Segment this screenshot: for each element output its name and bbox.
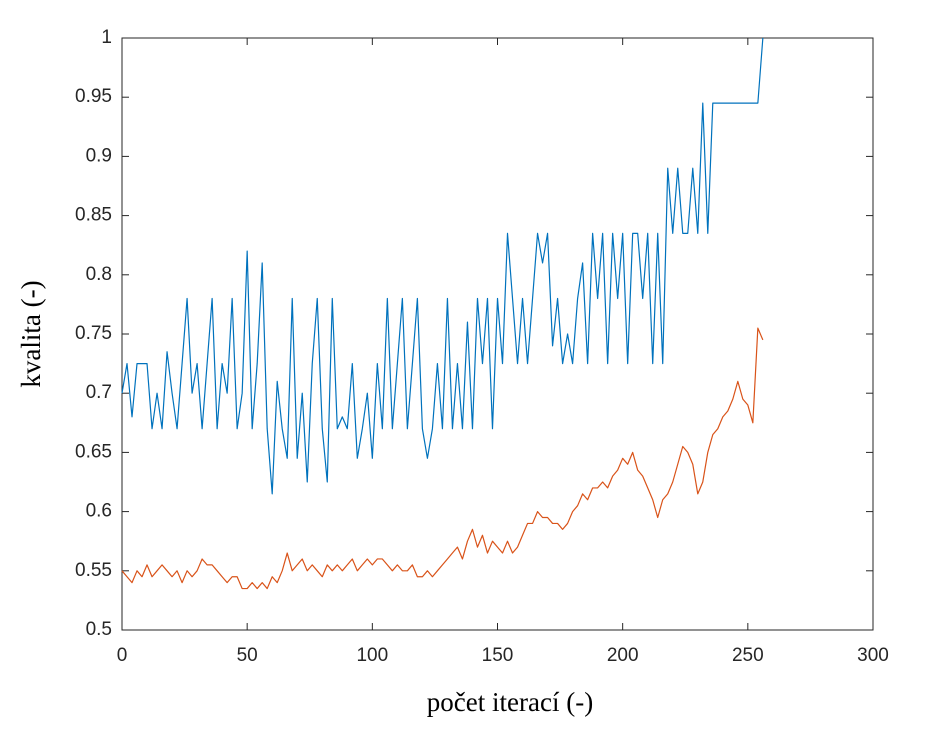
y-axis-title: kvalita (-) [16,280,46,387]
y-tick-label: 0.8 [86,264,112,285]
y-tick-label: 0.65 [75,441,112,462]
x-tick-label: 100 [356,645,388,666]
y-tick-label: 0.9 [86,145,112,166]
x-tick-label: 50 [237,645,258,666]
x-axis-title: počet iterací (-) [427,687,593,717]
y-tick-label: 0.7 [86,382,112,403]
y-tick-label: 0.6 [86,501,112,522]
x-tick-label: 250 [732,645,764,666]
series-line [121,327,764,590]
x-tick-label: 0 [117,645,128,666]
y-tick-label: 1 [101,27,112,48]
y-tick-label: 0.75 [75,323,112,344]
y-tick-label: 0.85 [75,205,112,226]
y-tick-label: 0.5 [86,619,112,640]
x-tick-label: 150 [482,645,514,666]
series-line [121,37,764,495]
x-tick-label: 300 [857,645,889,666]
y-tick-label: 0.55 [75,560,112,581]
plot-area [121,37,874,631]
x-tick-label: 200 [607,645,639,666]
y-tick-label: 0.95 [75,86,112,107]
